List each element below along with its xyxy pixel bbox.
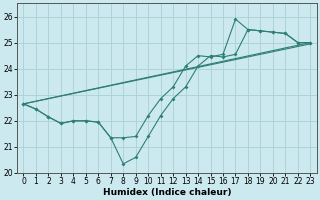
X-axis label: Humidex (Indice chaleur): Humidex (Indice chaleur) [103, 188, 231, 197]
